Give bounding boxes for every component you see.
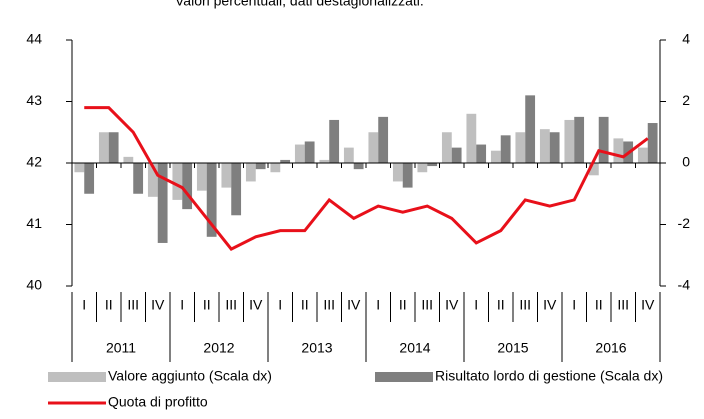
bar <box>255 163 266 170</box>
year-label: 2014 <box>399 340 430 356</box>
legend-label: Valore aggiunto (Scala dx) <box>108 368 272 384</box>
x-tick-label: II <box>105 297 113 313</box>
bar <box>588 163 599 176</box>
year-label: 2016 <box>595 340 626 356</box>
x-tick-label: IV <box>641 297 655 313</box>
x-tick-label: I <box>278 297 282 313</box>
y2-tick-label: 2 <box>682 92 690 108</box>
legend-swatch <box>48 372 106 382</box>
year-label: 2012 <box>203 340 234 356</box>
bar <box>564 119 575 163</box>
bar <box>427 163 438 167</box>
bar <box>245 163 256 182</box>
bar <box>476 144 487 163</box>
year-label: 2013 <box>301 340 332 356</box>
x-tick-label: I <box>82 297 86 313</box>
bar <box>613 138 624 163</box>
bar <box>147 163 158 197</box>
bar <box>417 163 428 173</box>
bar <box>319 159 330 163</box>
y-tick-label: 44 <box>26 31 42 47</box>
x-tick-label: I <box>180 297 184 313</box>
bar <box>123 156 134 163</box>
bar <box>525 95 536 163</box>
bar <box>378 116 389 163</box>
bar <box>157 163 168 243</box>
y2-tick-label: -4 <box>678 277 691 293</box>
bar <box>108 132 119 163</box>
x-tick-label: II <box>301 297 309 313</box>
bar <box>539 129 550 163</box>
bar <box>133 163 144 194</box>
y-tick-label: 42 <box>26 154 42 170</box>
x-tick-label: III <box>519 297 531 313</box>
bar <box>368 132 379 163</box>
legend-label: Quota di profitto <box>108 394 208 410</box>
x-tick-label: II <box>497 297 505 313</box>
x-tick-label: III <box>617 297 629 313</box>
bar <box>500 135 511 163</box>
x-tick-label: III <box>323 297 335 313</box>
x-tick-label: IV <box>151 297 165 313</box>
x-tick-label: I <box>376 297 380 313</box>
bar <box>172 163 183 200</box>
y-tick-label: 41 <box>26 215 42 231</box>
bar <box>294 144 305 163</box>
x-tick-label: IV <box>445 297 459 313</box>
bar <box>84 163 95 194</box>
x-tick-label: II <box>203 297 211 313</box>
x-tick-label: III <box>421 297 433 313</box>
x-tick-label: IV <box>543 297 557 313</box>
bar <box>451 147 462 163</box>
bar <box>329 119 340 163</box>
bar <box>515 132 526 163</box>
bar <box>343 147 354 163</box>
bar <box>206 163 217 237</box>
bar <box>392 163 403 182</box>
bar <box>441 132 452 163</box>
bar <box>574 116 585 163</box>
y2-tick-label: 4 <box>682 31 690 47</box>
bar <box>231 163 242 216</box>
bar <box>549 132 560 163</box>
x-tick-label: IV <box>347 297 361 313</box>
x-tick-label: II <box>399 297 407 313</box>
year-label: 2015 <box>497 340 528 356</box>
bar <box>280 159 291 163</box>
legend-swatch <box>375 372 433 382</box>
legend-label: Risultato lordo di gestione (Scala dx) <box>435 368 663 384</box>
bar <box>98 132 109 163</box>
x-tick-label: I <box>572 297 576 313</box>
bar <box>270 163 281 173</box>
x-tick-label: III <box>127 297 139 313</box>
chart-subtitle: Valori percentuali, dati destagionalizza… <box>175 0 424 9</box>
bar <box>490 150 501 163</box>
year-label: 2011 <box>106 340 136 356</box>
y-tick-label: 43 <box>26 92 42 108</box>
bar <box>304 141 315 163</box>
bar <box>196 163 207 191</box>
x-tick-label: III <box>225 297 237 313</box>
bar <box>182 163 193 210</box>
x-tick-label: I <box>474 297 478 313</box>
x-tick-label: IV <box>249 297 263 313</box>
bar <box>637 147 648 163</box>
line <box>84 106 649 251</box>
x-tick-label: II <box>595 297 603 313</box>
y2-tick-label: 0 <box>682 154 690 170</box>
bar <box>221 163 232 188</box>
bar <box>598 116 609 163</box>
bar <box>402 163 413 188</box>
y-tick-label: 40 <box>26 277 42 293</box>
bar <box>466 113 477 163</box>
y2-tick-label: -2 <box>678 215 691 231</box>
bar <box>647 123 658 163</box>
bar <box>74 163 85 173</box>
bar <box>353 163 364 170</box>
